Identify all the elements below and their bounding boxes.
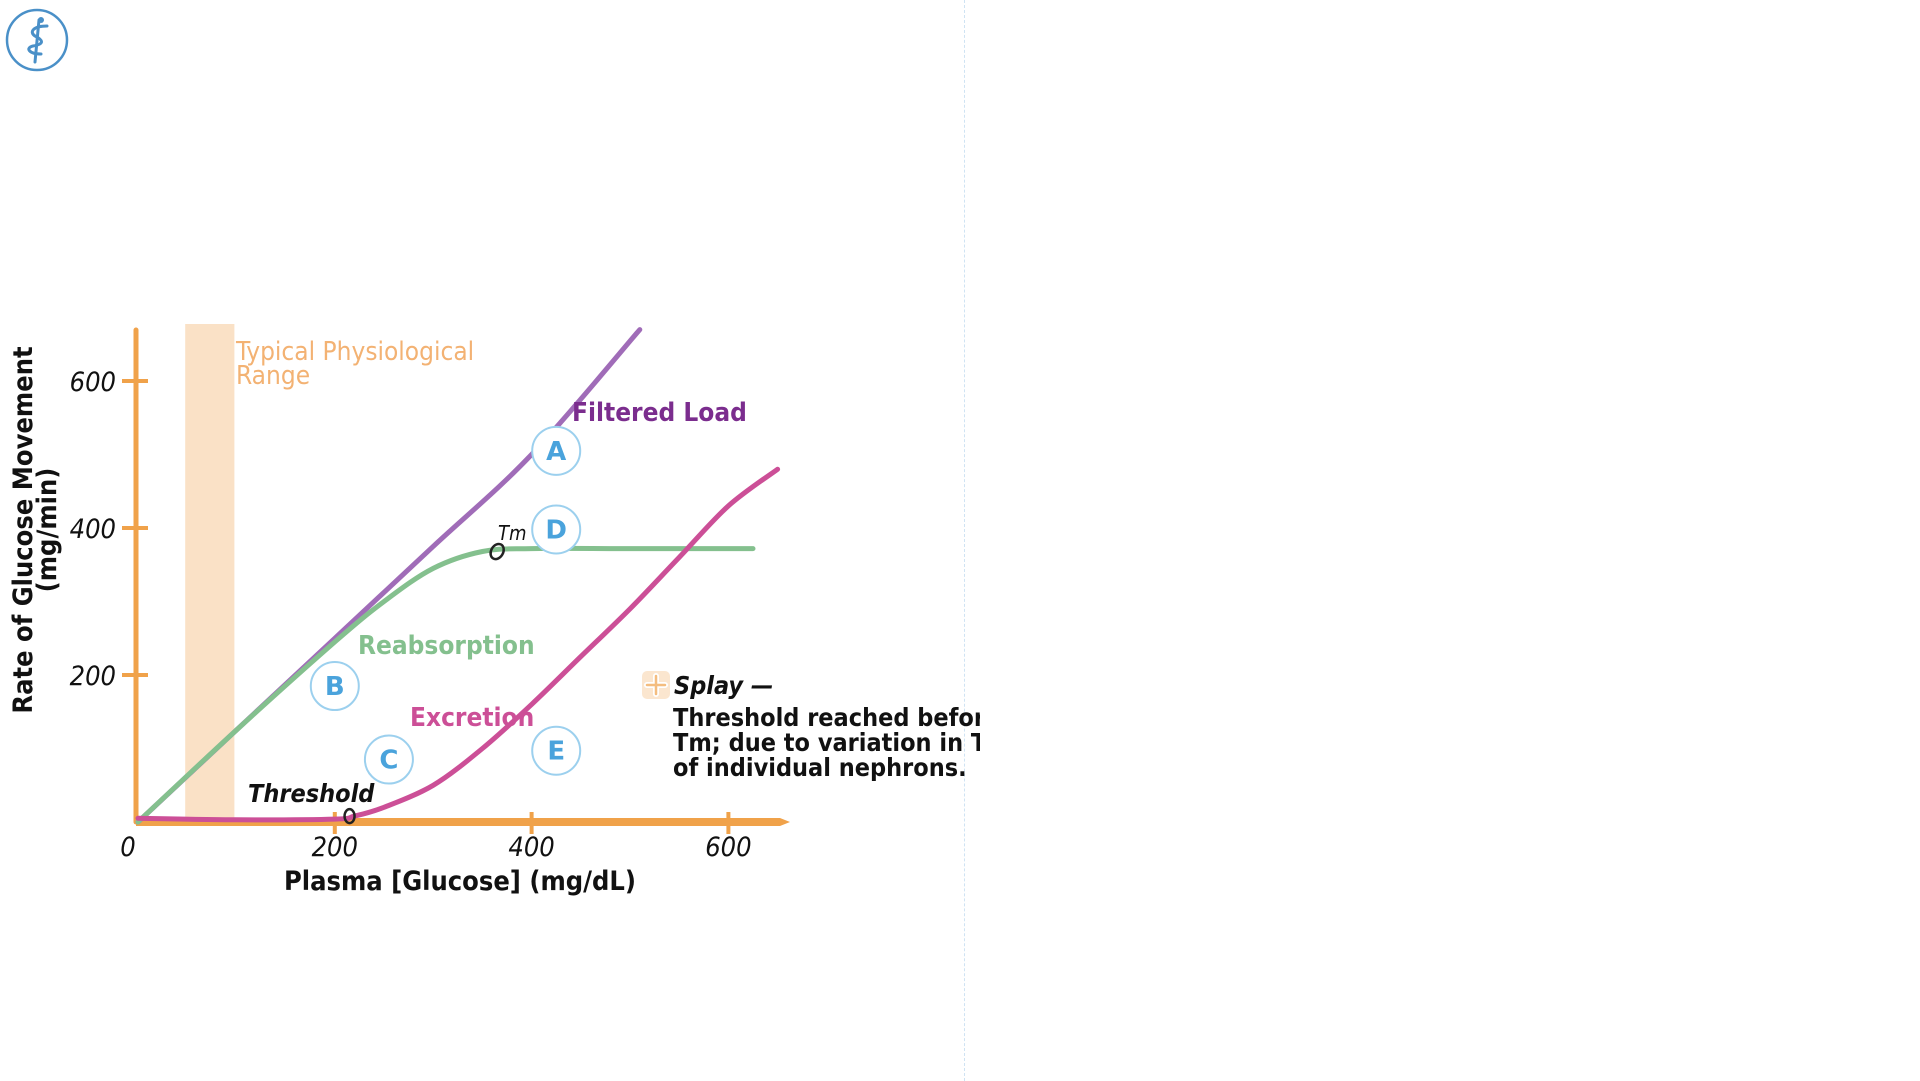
badge-label: D [545,515,567,545]
y-tick-label: 400 [70,514,116,545]
badge-d: D [531,504,582,555]
reabsorption-line [135,545,756,825]
badge-label: A [546,437,566,467]
x-tick-label: 0 [120,832,135,863]
excretion-label: Excretion [410,703,534,733]
reabsorption-label: Reabsorption [358,631,535,661]
physiological-range-band [185,324,235,822]
badge-label: E [547,737,565,767]
badge-circle [531,504,582,555]
caduceus-logo-icon [5,8,69,72]
x-tick-label: 400 [508,832,554,863]
y-tick-label: 600 [70,367,116,398]
tm-marker [489,542,505,561]
slide-divider [964,0,965,1081]
splay-line1: Threshold reached before [673,703,980,732]
y-axis-title-line1: Rate of Glucose Movement [8,346,39,714]
badge-circle [531,425,582,476]
glucose-titration-chart: Typical Physiological Range 200 400 600 0 2… [8,324,980,897]
x-axis-ticks: 0 200 400 600 [120,812,752,863]
badge-c: C [363,734,414,785]
excretion-line [135,466,781,823]
filtered-load-label: Filtered Load [572,398,747,428]
tm-label: Tm [498,521,527,545]
splay-line3: of individual nephrons. [673,753,967,782]
badge-circle [309,661,360,712]
y-tick-label: 200 [70,661,116,692]
badge-a: A [531,425,582,476]
y-axis-title: Rate of Glucose Movement (mg/min) [8,346,63,714]
threshold-label: Threshold [248,779,375,808]
x-axis-title: Plasma [Glucose] (mg/dL) [284,866,636,897]
range-label-line1: Typical Physiological [235,337,474,367]
splay-line2: Tm; due to variation in Tm [673,728,980,757]
badge-label: C [379,746,398,776]
x-tick-label: 600 [705,832,751,863]
range-label-line2: Range [236,361,310,391]
letter-badges: A B C D E [309,425,582,785]
plus-icon [642,671,670,699]
badge-b: B [309,661,360,712]
badge-e: E [531,725,582,776]
badge-circle [531,725,582,776]
x-tick-label: 200 [312,832,358,863]
y-axis-ticks: 200 400 600 [70,367,148,692]
badge-circle [363,734,414,785]
y-axis-title-line2: (mg/min) [32,468,63,593]
splay-title: Splay — [674,671,773,700]
threshold-marker [343,807,356,825]
badge-label: B [325,672,345,702]
